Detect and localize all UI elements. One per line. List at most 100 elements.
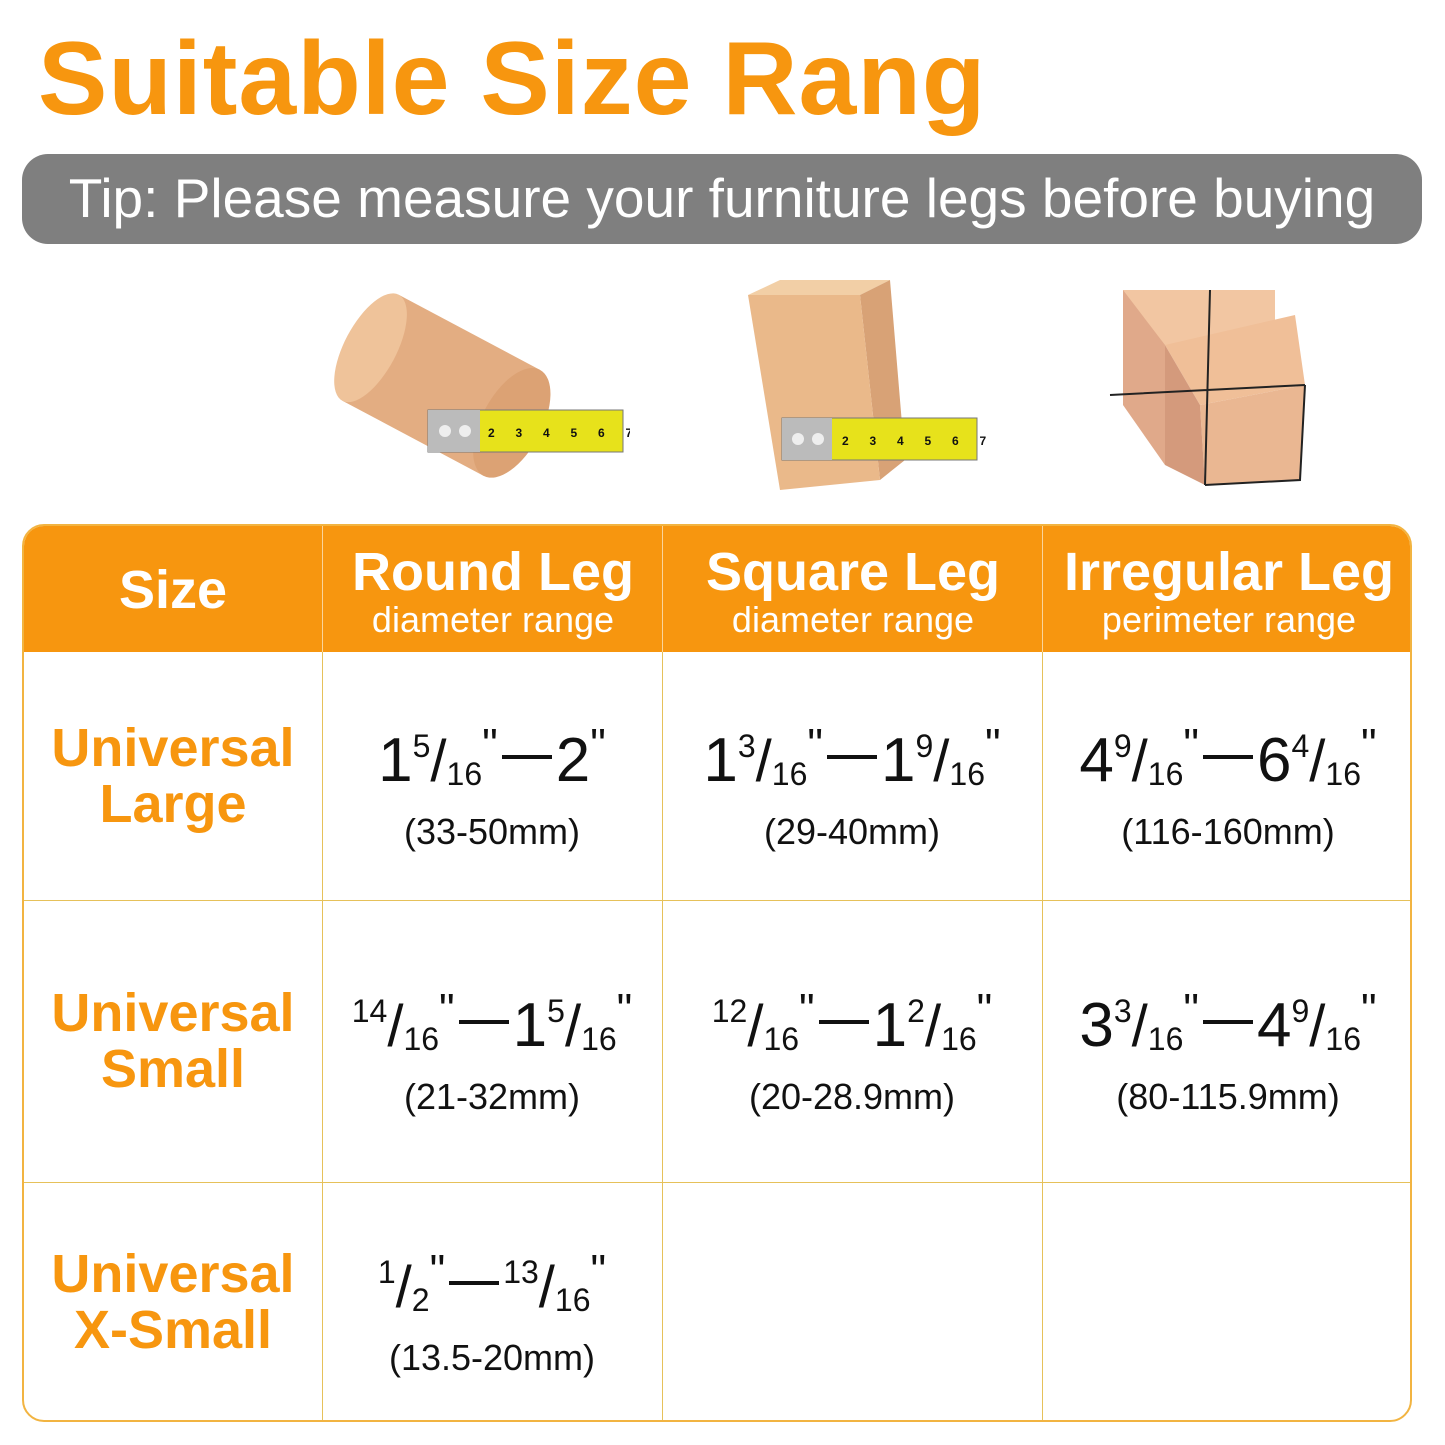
tape-number: 7 <box>980 434 987 448</box>
tape-number: 3 <box>870 434 877 448</box>
denominator: 16 <box>1325 756 1361 792</box>
fraction-slash: / <box>538 1255 555 1320</box>
mm-range: (13.5-20mm) <box>388 1337 596 1378</box>
fraction-slash: / <box>430 729 447 794</box>
mm-range: (33-50mm) <box>403 811 581 852</box>
square-leg-image: 2 3 4 5 6 7 <box>740 275 990 495</box>
inch-mark: " <box>807 720 823 769</box>
fraction-slash: / <box>924 994 942 1059</box>
range-dash <box>458 1020 509 1024</box>
fraction-slash: / <box>755 729 772 794</box>
row-label-line: Small <box>100 1039 246 1099</box>
header-subtitle: perimeter range <box>1101 599 1357 640</box>
numerator: 3 <box>737 728 756 764</box>
inch-range: 33/16" 49/16" <box>1042 975 1410 1074</box>
header-subtitle: diameter range <box>731 599 975 640</box>
inch-range: 13/16" 19/16" <box>662 710 1042 809</box>
header-title: Square Leg <box>705 542 1001 602</box>
divider <box>24 1182 1410 1183</box>
numerator: 4 <box>1291 728 1310 764</box>
size-cell: 12/16" 12/16" (20-28.9mm) <box>662 975 1042 1120</box>
whole-number: 1 <box>881 726 916 795</box>
whole-number: 1 <box>872 991 908 1060</box>
tip-banner: Tip: Please measure your furniture legs … <box>22 154 1422 244</box>
tape-number: 4 <box>543 426 550 440</box>
row-label-x-small: Universal X-Small <box>24 1246 322 1358</box>
inch-mark: " <box>985 720 1001 769</box>
inch-mark: " <box>1183 720 1199 769</box>
denominator: 16 <box>949 756 985 792</box>
divider <box>1042 652 1043 1420</box>
round-leg-with-tape-measure-icon: 2 3 4 5 6 7 <box>334 293 633 478</box>
size-cell: 49/16" 64/16" (116-160mm) <box>1042 710 1410 855</box>
tape-number: 6 <box>598 426 605 440</box>
whole-number: 4 <box>1079 726 1114 795</box>
numerator: 9 <box>1113 728 1132 764</box>
numerator: 9 <box>1291 993 1310 1029</box>
range-dash <box>449 1281 500 1285</box>
inch-mark: " <box>1183 985 1199 1034</box>
fraction-slash: / <box>387 994 404 1059</box>
tape-number: 3 <box>516 426 523 440</box>
tape-number: 5 <box>925 434 932 448</box>
header-size: Size <box>24 526 322 652</box>
round-leg-image: 2 3 4 5 6 7 <box>330 290 633 500</box>
numerator: 2 <box>907 993 925 1029</box>
mm-range: (80-115.9mm) <box>1116 1076 1340 1117</box>
denominator: 16 <box>763 1021 800 1057</box>
size-cell: 15/16" 2" (33-50mm) <box>322 710 662 855</box>
denominator: 2 <box>411 1282 430 1318</box>
inch-mark: " <box>1361 985 1377 1034</box>
page-title: Suitable Size Rang <box>38 21 987 137</box>
inch-range: 14/16" 15/16" <box>322 975 662 1074</box>
inch-range: 49/16" 64/16" <box>1042 710 1410 809</box>
denominator: 16 <box>1325 1021 1361 1057</box>
range-dash <box>827 755 877 759</box>
row-label-line: Universal <box>51 1244 295 1304</box>
fraction-slash: / <box>1309 994 1326 1059</box>
size-cell: 13/16" 19/16" (29-40mm) <box>662 710 1042 855</box>
row-label-small: Universal Small <box>24 985 322 1097</box>
row-label-line: Large <box>99 774 247 834</box>
table-header: Size Round Leg diameter range Square Leg… <box>24 526 1410 652</box>
range-dash <box>1203 755 1253 759</box>
fraction-slash: / <box>395 1255 412 1320</box>
denominator: 16 <box>554 1282 591 1318</box>
fraction-slash: / <box>1131 729 1148 794</box>
tape-number: 4 <box>897 434 904 448</box>
inch-range: 12/16" 12/16" <box>662 975 1042 1074</box>
size-cell: 1/2" 13/16" (13.5-20mm) <box>322 1236 662 1381</box>
numerator: 5 <box>547 993 565 1029</box>
numerator: 14 <box>351 993 388 1029</box>
denominator: 16 <box>446 756 483 792</box>
size-cell: 14/16" 15/16" (21-32mm) <box>322 975 662 1120</box>
whole-number: 1 <box>703 726 738 795</box>
numerator: 3 <box>1113 993 1132 1029</box>
whole-number: 1 <box>378 726 413 795</box>
inch-range: 15/16" 2" <box>322 710 662 809</box>
inch-mark: " <box>590 1246 607 1295</box>
tape-number: 2 <box>488 426 495 440</box>
inch-mark: " <box>799 985 815 1034</box>
irregular-leg-image <box>1105 285 1315 490</box>
tape-number: 2 <box>842 434 849 448</box>
inch-mark: " <box>482 720 498 769</box>
size-table: Size Round Leg diameter range Square Leg… <box>22 524 1412 1422</box>
divider <box>662 652 663 1420</box>
tape-number: 6 <box>952 434 959 448</box>
fraction-slash: / <box>564 994 582 1059</box>
range-dash <box>1203 1020 1253 1024</box>
inch-mark: " <box>429 1246 446 1295</box>
fraction-slash: / <box>1131 994 1148 1059</box>
row-label-line: X-Small <box>73 1300 273 1360</box>
divider <box>24 900 1410 901</box>
numerator: 13 <box>503 1254 539 1290</box>
row-label-line: Universal <box>51 718 295 778</box>
tape-number: 5 <box>571 426 578 440</box>
header-square-leg: Square Leg diameter range <box>662 526 1043 652</box>
whole-number: 6 <box>1257 726 1292 795</box>
denominator: 16 <box>941 1021 977 1057</box>
irregular-leg-with-string-icon <box>1109 289 1306 486</box>
mm-range: (21-32mm) <box>403 1076 581 1117</box>
inch-mark: " <box>439 985 455 1034</box>
